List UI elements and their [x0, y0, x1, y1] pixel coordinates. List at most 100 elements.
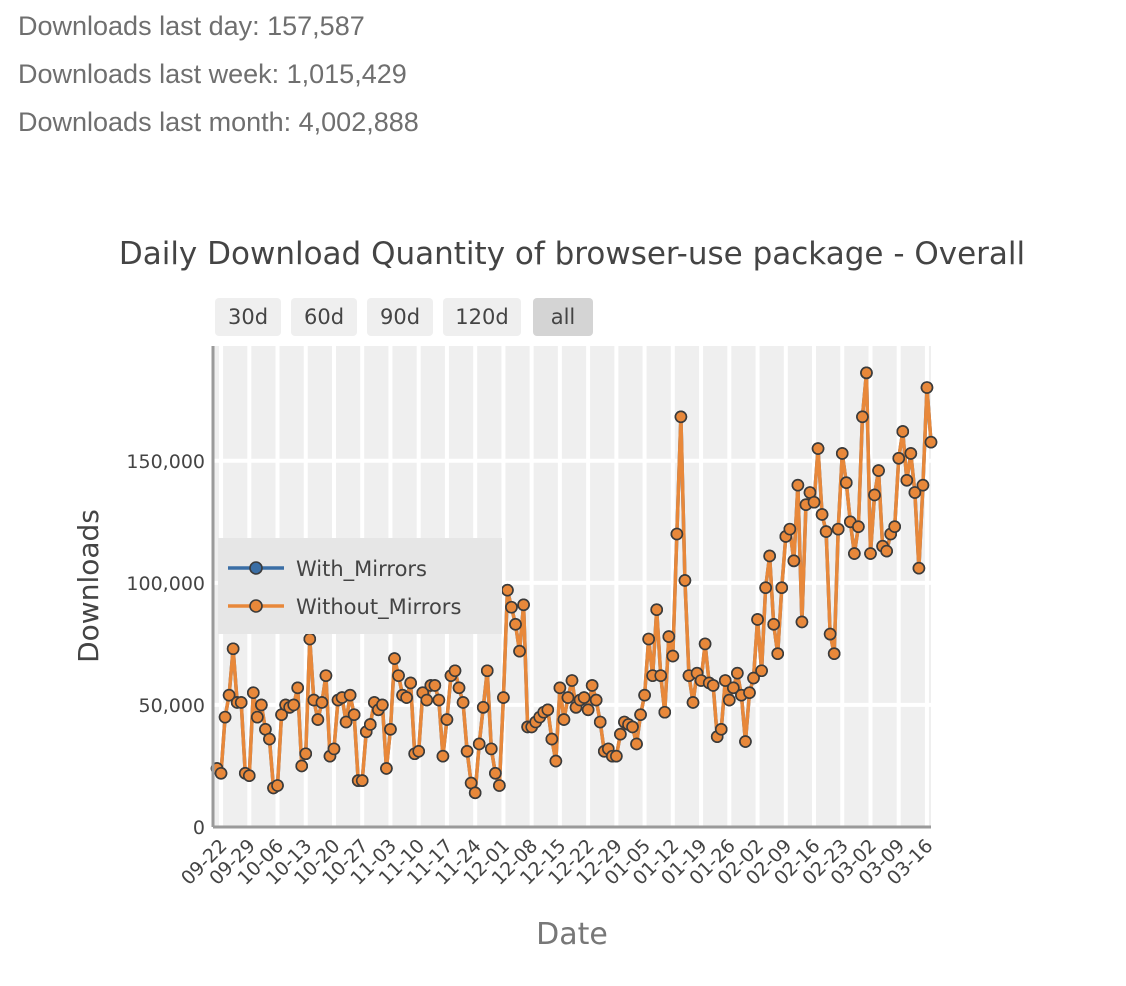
data-point-without-mirrors[interactable]: [706, 679, 720, 692]
range-button-bg[interactable]: [367, 298, 433, 336]
data-point-without-mirrors[interactable]: [460, 745, 474, 758]
range-button-60d[interactable]: 60d: [291, 298, 357, 336]
legend-item-with-mirrors[interactable]: With_Mirrors: [228, 557, 427, 582]
data-point-without-mirrors[interactable]: [234, 696, 248, 709]
data-point-without-mirrors[interactable]: [892, 452, 906, 465]
data-point-without-mirrors[interactable]: [630, 737, 643, 751]
data-point-without-mirrors[interactable]: [787, 554, 801, 568]
data-point-without-mirrors[interactable]: [480, 664, 494, 678]
data-point-without-mirrors[interactable]: [355, 774, 369, 787]
data-point-without-mirrors[interactable]: [751, 613, 764, 626]
data-point-without-mirrors[interactable]: [549, 754, 563, 768]
legend-item-without-mirrors[interactable]: Without_Mirrors: [228, 595, 461, 620]
data-point-without-mirrors[interactable]: [339, 715, 353, 729]
data-point-without-mirrors[interactable]: [658, 705, 672, 719]
data-point-without-mirrors[interactable]: [347, 708, 361, 721]
data-point-without-mirrors[interactable]: [513, 644, 526, 658]
data-point-without-mirrors[interactable]: [472, 737, 486, 751]
data-point-without-mirrors[interactable]: [392, 669, 405, 682]
data-point-without-mirrors[interactable]: [791, 478, 805, 492]
range-button-30d[interactable]: 30d: [215, 298, 281, 336]
data-point-without-mirrors[interactable]: [852, 520, 865, 533]
data-point-without-mirrors[interactable]: [263, 732, 276, 746]
data-point-without-mirrors[interactable]: [456, 696, 470, 709]
data-point-without-mirrors[interactable]: [880, 544, 893, 558]
data-point-without-mirrors[interactable]: [218, 710, 232, 724]
data-point-without-mirrors[interactable]: [291, 681, 304, 695]
data-point-without-mirrors[interactable]: [864, 547, 877, 560]
data-point-without-mirrors[interactable]: [452, 681, 466, 695]
data-point-without-mirrors[interactable]: [795, 615, 809, 629]
data-point-without-mirrors[interactable]: [412, 745, 425, 758]
data-point-without-mirrors[interactable]: [251, 710, 264, 724]
data-point-without-mirrors[interactable]: [771, 647, 785, 660]
data-point-without-mirrors[interactable]: [819, 525, 833, 538]
data-point-without-mirrors[interactable]: [384, 723, 397, 736]
range-button-120d[interactable]: 120d: [443, 298, 521, 336]
data-point-without-mirrors[interactable]: [924, 435, 938, 449]
data-point-without-mirrors[interactable]: [900, 473, 914, 487]
data-point-without-mirrors[interactable]: [299, 747, 313, 761]
data-point-without-mirrors[interactable]: [634, 708, 647, 721]
data-point-without-mirrors[interactable]: [662, 630, 676, 643]
data-point-without-mirrors[interactable]: [404, 676, 417, 690]
data-point-without-mirrors[interactable]: [727, 681, 740, 695]
data-point-without-mirrors[interactable]: [363, 718, 377, 731]
data-point-without-mirrors[interactable]: [214, 766, 228, 780]
data-point-without-mirrors[interactable]: [654, 669, 668, 682]
data-point-without-mirrors[interactable]: [400, 691, 413, 704]
data-point-without-mirrors[interactable]: [775, 581, 789, 595]
data-point-without-mirrors[interactable]: [739, 735, 752, 748]
data-point-without-mirrors[interactable]: [295, 759, 309, 773]
data-point-without-mirrors[interactable]: [856, 410, 869, 424]
data-point-without-mirrors[interactable]: [839, 476, 853, 490]
data-point-without-mirrors[interactable]: [666, 649, 680, 663]
data-point-without-mirrors[interactable]: [476, 701, 490, 714]
data-point-without-mirrors[interactable]: [509, 618, 522, 631]
data-point-without-mirrors[interactable]: [674, 410, 688, 424]
data-point-without-mirrors[interactable]: [311, 713, 325, 726]
data-point-without-mirrors[interactable]: [505, 600, 518, 614]
data-point-without-mirrors[interactable]: [698, 637, 712, 651]
range-button-bg[interactable]: [215, 298, 281, 336]
data-point-without-mirrors[interactable]: [670, 527, 684, 541]
data-point-without-mirrors[interactable]: [783, 522, 797, 536]
data-point-without-mirrors[interactable]: [497, 691, 510, 704]
data-point-without-mirrors[interactable]: [226, 642, 240, 656]
data-point-without-mirrors[interactable]: [868, 488, 881, 502]
data-point-without-mirrors[interactable]: [835, 447, 849, 460]
data-point-without-mirrors[interactable]: [763, 549, 776, 563]
data-point-without-mirrors[interactable]: [432, 693, 446, 707]
data-point-without-mirrors[interactable]: [388, 652, 401, 665]
data-point-without-mirrors[interactable]: [577, 691, 591, 704]
data-point-without-mirrors[interactable]: [485, 742, 498, 756]
data-point-without-mirrors[interactable]: [908, 486, 922, 499]
data-point-without-mirrors[interactable]: [255, 698, 268, 712]
range-button-all[interactable]: all: [533, 298, 593, 336]
data-point-without-mirrors[interactable]: [247, 686, 260, 700]
data-point-without-mirrors[interactable]: [468, 786, 482, 800]
data-point-without-mirrors[interactable]: [888, 520, 901, 533]
data-point-without-mirrors[interactable]: [718, 674, 732, 687]
data-point-without-mirrors[interactable]: [493, 779, 506, 792]
data-point-without-mirrors[interactable]: [593, 715, 607, 729]
data-point-without-mirrors[interactable]: [303, 632, 317, 646]
data-point-without-mirrors[interactable]: [642, 632, 655, 646]
data-point-without-mirrors[interactable]: [860, 366, 873, 380]
data-point-without-mirrors[interactable]: [848, 547, 861, 560]
data-point-without-mirrors[interactable]: [759, 581, 772, 595]
data-point-without-mirrors[interactable]: [489, 766, 502, 780]
data-point-without-mirrors[interactable]: [678, 574, 692, 587]
data-point-without-mirrors[interactable]: [755, 664, 768, 678]
data-point-without-mirrors[interactable]: [343, 688, 357, 702]
data-point-without-mirrors[interactable]: [920, 381, 934, 394]
data-point-without-mirrors[interactable]: [541, 703, 555, 717]
data-point-without-mirrors[interactable]: [614, 727, 627, 741]
data-point-without-mirrors[interactable]: [610, 749, 623, 763]
data-point-without-mirrors[interactable]: [517, 598, 530, 612]
data-point-without-mirrors[interactable]: [581, 703, 595, 717]
data-point-without-mirrors[interactable]: [747, 671, 760, 685]
data-point-without-mirrors[interactable]: [723, 693, 736, 707]
data-point-without-mirrors[interactable]: [557, 713, 571, 726]
data-point-without-mirrors[interactable]: [912, 561, 926, 575]
